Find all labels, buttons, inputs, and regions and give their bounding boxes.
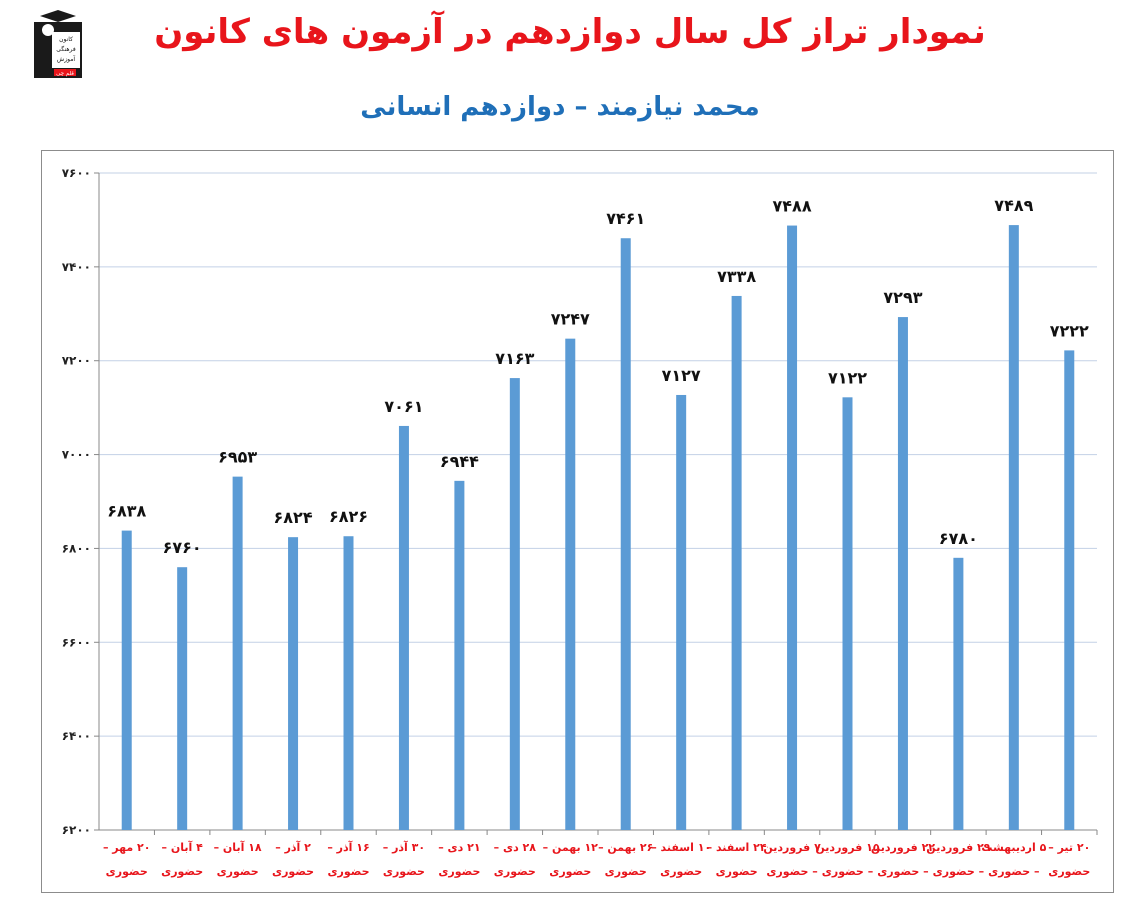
x-tick-label: – حضوری (822, 865, 873, 878)
x-tick-label: – حضوری (933, 865, 984, 878)
bar (398, 425, 409, 830)
x-tick-label: حضوری (383, 865, 425, 878)
data-label: ۶۹۴۴ (440, 452, 479, 471)
x-tick-label: حضوری (217, 865, 259, 878)
data-label: ۷۲۴۷ (551, 310, 590, 329)
bar (676, 394, 687, 830)
bar (842, 397, 853, 830)
data-label: ۷۴۸۸ (773, 197, 812, 216)
graduate-logo-icon: کانون فرهنگی آموزش قلم چی (34, 10, 82, 78)
svg-text:فرهنگی: فرهنگی (56, 45, 76, 53)
x-tick-label: – حضوری (766, 865, 817, 878)
x-tick-label: حضوری (494, 865, 536, 878)
x-tick-label: ۷ فروردین (763, 841, 821, 854)
x-tick-label: ۲۰ مهر – (103, 841, 151, 854)
bar (288, 537, 299, 830)
bar (343, 536, 354, 830)
data-label: ۶۷۶۰ (163, 538, 202, 557)
x-tick-label: ۱۵ فروردین (815, 841, 879, 854)
kanoon-logo: کانون فرهنگی آموزش قلم چی (30, 8, 92, 80)
y-tick-label: ۶۲۰۰ (62, 823, 91, 837)
x-tick-label: حضوری (605, 865, 647, 878)
x-tick-label: حضوری (272, 865, 314, 878)
x-tick-label: ۲۶ بهمن – (598, 841, 653, 854)
x-tick-label: ۱۰ اسفند – (651, 841, 711, 854)
x-tick-label: ۱۸ آبان – (214, 840, 262, 854)
x-tick-label: ۲۰ تیر – (1048, 841, 1090, 854)
data-label: ۷۴۶۱ (606, 209, 645, 228)
data-label: ۷۱۲۲ (828, 368, 867, 387)
data-label: ۷۱۲۷ (662, 366, 701, 385)
chart-subtitle: محمد نیازمند – دوازدهم انسانی (360, 92, 760, 122)
x-tick-label: ۲ آذر – (275, 840, 311, 854)
x-tick-label: ۴ آبان – (162, 840, 204, 854)
x-tick-label: حضوری (327, 865, 369, 878)
x-tick-label: ۳۰ آذر – (383, 840, 425, 854)
data-label: ۶۸۲۴ (274, 508, 313, 527)
data-label: ۷۴۸۹ (994, 196, 1033, 215)
x-tick-label: حضوری (106, 865, 148, 878)
y-tick-label: ۷۲۰۰ (62, 354, 91, 368)
bar (454, 480, 465, 830)
svg-text:قلم چی: قلم چی (56, 71, 74, 77)
chart-title: نمودار تراز کل سال دوازدهم در آزمون های … (154, 12, 986, 52)
bar (509, 378, 520, 830)
chart-area: ۶۲۰۰ ۶۴۰۰ ۶۶۰۰ ۶۸۰۰ ۷۰۰۰ ۷۲۰۰ ۷۴۰۰ ۷۶۰۰ ۶۸۳۸ ۲۰ م… (41, 150, 1114, 893)
bar (731, 295, 742, 830)
bar (1008, 225, 1019, 831)
x-tick-label: حضوری (549, 865, 591, 878)
x-tick-label: ۲۹ فروردین (926, 841, 990, 854)
data-label: ۷۰۶۱ (384, 397, 423, 416)
bar (620, 238, 631, 830)
bar (897, 317, 908, 831)
x-tick-label: حضوری (1048, 865, 1090, 878)
x-tick-label: ۲۱ دی – (438, 841, 480, 854)
x-tick-label: حضوری (660, 865, 702, 878)
y-tick-label: ۷۶۰۰ (62, 166, 91, 180)
y-tick-label: ۶۶۰۰ (62, 635, 91, 649)
bar (121, 530, 132, 830)
data-label: ۶۹۵۳ (218, 448, 257, 467)
x-tick-label: ۵ اردیبهشت (981, 841, 1046, 854)
bar-chart: ۶۲۰۰ ۶۴۰۰ ۶۶۰۰ ۶۸۰۰ ۷۰۰۰ ۷۲۰۰ ۷۴۰۰ ۷۶۰۰ ۶۸۳۸ ۲۰ م… (62, 166, 1098, 878)
x-tick-label: ۲۸ دی – (494, 841, 537, 854)
x-tick-label: حضوری (438, 865, 480, 878)
x-tick-label: حضوری (716, 865, 758, 878)
x-tick-label: ۲۴ اسفند – (707, 841, 767, 854)
bar (177, 567, 188, 830)
x-tick-label: حضوری (161, 865, 203, 878)
data-label: ۷۳۳۸ (717, 267, 756, 286)
svg-text:کانون: کانون (59, 36, 73, 43)
x-tick-label: ۲۲ فروردین (871, 841, 935, 854)
x-tick-label: ۱۶ آذر – (327, 840, 369, 854)
data-label: ۷۲۹۳ (883, 288, 922, 307)
svg-text:آموزش: آموزش (57, 54, 76, 63)
data-label: ۶۷۸۰ (939, 529, 978, 548)
data-label: ۷۱۶۳ (495, 349, 534, 368)
x-tick-label: – حضوری (877, 865, 928, 878)
bar (232, 476, 243, 830)
y-tick-label: ۶۴۰۰ (62, 729, 91, 743)
data-label: ۷۲۲۲ (1050, 321, 1089, 340)
y-tick-label: ۷۴۰۰ (62, 260, 91, 274)
data-label: ۶۸۲۶ (329, 507, 368, 526)
bar (953, 557, 964, 830)
bar (1064, 350, 1075, 830)
y-tick-label: ۶۸۰۰ (62, 541, 91, 555)
bar (787, 225, 798, 830)
y-tick-label: ۷۰۰۰ (62, 448, 91, 462)
x-tick-label: – حضوری (988, 865, 1039, 878)
x-tick-label: ۱۲ بهمن – (543, 841, 599, 854)
data-label: ۶۸۳۸ (107, 502, 146, 521)
bar (565, 338, 576, 830)
